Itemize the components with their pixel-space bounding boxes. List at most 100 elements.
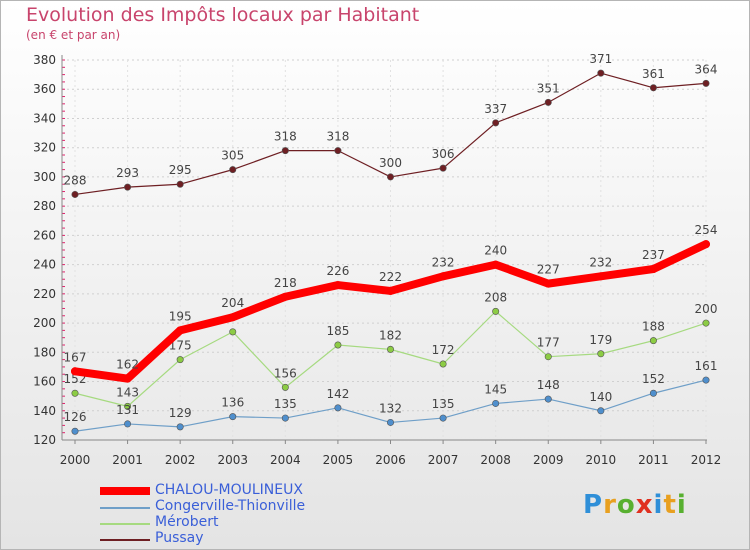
data-point xyxy=(702,79,710,87)
data-point xyxy=(702,319,710,327)
data-label: 232 xyxy=(589,255,612,269)
data-label: 172 xyxy=(432,343,455,357)
data-point xyxy=(544,353,552,361)
data-label: 361 xyxy=(642,67,665,81)
data-label: 132 xyxy=(379,401,402,415)
data-label: 152 xyxy=(642,372,665,386)
data-point xyxy=(334,341,342,349)
y-tick-label: 360 xyxy=(33,82,56,96)
x-tick-label: 2011 xyxy=(638,453,669,467)
data-point xyxy=(386,418,394,426)
data-point xyxy=(597,407,605,415)
y-tick-label: 180 xyxy=(33,345,56,359)
data-point xyxy=(544,279,553,288)
data-label: 293 xyxy=(116,166,139,180)
data-label: 254 xyxy=(695,223,718,237)
data-label: 218 xyxy=(274,276,297,290)
data-label: 318 xyxy=(274,130,297,144)
data-point xyxy=(492,399,500,407)
data-point xyxy=(176,180,184,188)
data-label: 188 xyxy=(642,320,665,334)
x-tick-label: 2008 xyxy=(480,453,511,467)
data-point xyxy=(492,119,500,127)
data-point xyxy=(71,427,79,435)
y-tick-label: 340 xyxy=(33,111,56,125)
x-tick-label: 2000 xyxy=(60,453,91,467)
data-label: 318 xyxy=(326,130,349,144)
x-tick-label: 2002 xyxy=(165,453,196,467)
data-label: 156 xyxy=(274,366,297,380)
data-point xyxy=(229,413,237,421)
data-label: 305 xyxy=(221,149,244,163)
y-tick-label: 320 xyxy=(33,141,56,155)
data-label: 364 xyxy=(695,62,718,76)
legend-swatch xyxy=(100,487,150,495)
x-tick-label: 2001 xyxy=(112,453,143,467)
data-label: 175 xyxy=(169,339,192,353)
data-point xyxy=(439,414,447,422)
data-point xyxy=(228,313,237,322)
data-label: 126 xyxy=(64,410,87,424)
data-point xyxy=(124,420,132,428)
y-tick-label: 300 xyxy=(33,170,56,184)
data-label: 295 xyxy=(169,163,192,177)
data-point xyxy=(176,326,185,335)
data-label: 182 xyxy=(379,328,402,342)
data-label: 200 xyxy=(695,302,718,316)
data-point xyxy=(386,173,394,181)
chart-subtitle: (en € et par an) xyxy=(26,28,121,42)
data-point xyxy=(492,307,500,315)
y-tick-label: 220 xyxy=(33,287,56,301)
data-point xyxy=(702,376,710,384)
data-label: 179 xyxy=(589,333,612,347)
data-label: 135 xyxy=(432,397,455,411)
x-tick-label: 2012 xyxy=(691,453,722,467)
data-point xyxy=(71,190,79,198)
data-point xyxy=(439,360,447,368)
data-label: 148 xyxy=(537,378,560,392)
x-tick-label: 2010 xyxy=(586,453,617,467)
data-point xyxy=(124,183,132,191)
y-tick-label: 120 xyxy=(33,433,56,447)
data-point xyxy=(333,281,342,290)
data-point xyxy=(281,383,289,391)
data-label: 135 xyxy=(274,397,297,411)
y-tick-label: 200 xyxy=(33,316,56,330)
data-point xyxy=(439,164,447,172)
data-label: 208 xyxy=(484,290,507,304)
data-point xyxy=(596,272,605,281)
data-label: 167 xyxy=(64,350,87,364)
data-label: 195 xyxy=(169,309,192,323)
data-label: 161 xyxy=(695,359,718,373)
data-label: 204 xyxy=(221,296,244,310)
y-tick-label: 240 xyxy=(33,258,56,272)
data-label: 226 xyxy=(326,264,349,278)
legend-swatch xyxy=(100,539,150,541)
data-point xyxy=(281,292,290,301)
legend-label: Pussay xyxy=(155,530,204,546)
data-label: 185 xyxy=(326,324,349,338)
x-tick-label: 2004 xyxy=(270,453,301,467)
legend-swatch xyxy=(100,507,150,509)
legend-label: Congerville-Thionville xyxy=(155,498,306,514)
data-point xyxy=(334,147,342,155)
data-label: 337 xyxy=(484,102,507,116)
proxiti-logo: Proxiti xyxy=(583,490,687,520)
data-label: 232 xyxy=(432,255,455,269)
data-point xyxy=(544,395,552,403)
data-point xyxy=(491,260,500,269)
data-point xyxy=(281,414,289,422)
data-point xyxy=(229,328,237,336)
data-label: 240 xyxy=(484,244,507,258)
y-tick-label: 160 xyxy=(33,375,56,389)
x-tick-label: 2006 xyxy=(375,453,406,467)
legend-swatch xyxy=(100,523,150,525)
x-tick-label: 2003 xyxy=(217,453,248,467)
chart-title: Evolution des Impôts locaux par Habitant xyxy=(26,4,420,26)
data-point xyxy=(702,240,710,249)
data-label: 237 xyxy=(642,248,665,262)
data-label: 300 xyxy=(379,156,402,170)
data-label: 177 xyxy=(537,336,560,350)
data-label: 222 xyxy=(379,270,402,284)
